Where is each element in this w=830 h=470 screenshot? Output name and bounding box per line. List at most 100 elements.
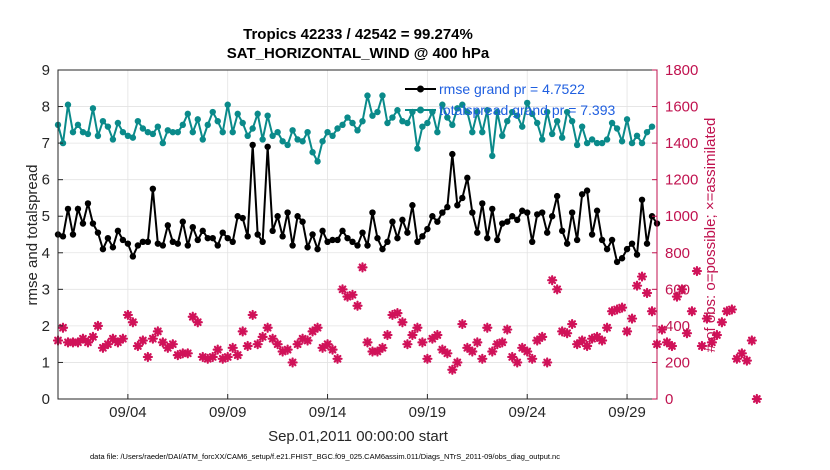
series-point <box>64 101 72 108</box>
legend: rmse grand pr = 4.7522 totalspread grand… <box>405 81 616 118</box>
series-point <box>179 218 186 225</box>
series-point <box>259 238 266 246</box>
series-point <box>424 119 431 127</box>
asterisk-stroke <box>338 285 347 294</box>
series-point <box>252 339 263 350</box>
series-point <box>444 114 451 121</box>
asterisk-stroke <box>158 338 167 347</box>
series-point <box>339 227 346 235</box>
series-point <box>264 112 271 119</box>
asterisk-stroke <box>563 329 572 338</box>
series-point <box>309 149 316 156</box>
series-point <box>119 128 127 136</box>
series-point <box>656 324 668 335</box>
series-point <box>543 229 551 236</box>
asterisk-stroke <box>468 347 477 356</box>
series-point <box>337 284 348 295</box>
series-point <box>204 121 211 129</box>
series-point <box>726 304 737 315</box>
series-point <box>419 233 426 240</box>
series-point <box>414 238 421 246</box>
asterisk-stroke <box>378 343 387 352</box>
series-point <box>746 335 757 346</box>
series-point <box>244 233 251 240</box>
asterisk-stroke <box>253 340 262 349</box>
series-point <box>269 132 276 139</box>
series-point <box>399 216 406 224</box>
asterisk-stroke <box>458 320 467 328</box>
series-point <box>352 300 363 311</box>
series-point <box>394 107 401 114</box>
series-point <box>452 357 463 368</box>
series-point <box>124 240 132 247</box>
asterisk-stroke <box>747 336 756 345</box>
series-point <box>504 218 511 225</box>
series-point <box>489 205 496 213</box>
asterisk-stroke <box>358 263 367 272</box>
series-point <box>204 234 211 242</box>
series-point <box>633 132 641 139</box>
asterisk-stroke <box>658 325 666 334</box>
asterisk-stroke <box>578 336 587 345</box>
series-point <box>344 234 351 242</box>
asterisk-stroke <box>538 332 547 341</box>
series-point <box>477 353 488 364</box>
series-point <box>404 119 411 127</box>
series-point <box>167 339 178 350</box>
series-point <box>147 333 158 344</box>
asterisk-stroke <box>59 323 67 332</box>
y-tick-label-right: 1800 <box>665 62 698 79</box>
series-point <box>522 346 533 357</box>
series-point <box>542 357 553 368</box>
series-point <box>741 355 752 366</box>
asterisk-stroke <box>618 303 626 312</box>
series-point <box>369 112 376 119</box>
series-point <box>84 130 92 138</box>
series-point <box>244 132 251 139</box>
series-point <box>214 117 221 125</box>
series-point <box>489 152 496 160</box>
series-point <box>537 331 548 342</box>
series-point <box>109 244 117 251</box>
series-point <box>159 139 167 147</box>
series-point <box>514 216 521 224</box>
series-point <box>317 342 328 353</box>
series-point <box>279 233 286 240</box>
series-point <box>573 236 581 244</box>
series-point <box>287 357 298 368</box>
series-point <box>543 108 551 116</box>
series-point <box>289 127 296 134</box>
series-point <box>104 234 112 242</box>
series-point <box>127 317 138 328</box>
asterisk-stroke <box>543 358 552 367</box>
series-point <box>469 128 476 136</box>
x-tick-label: 09/04 <box>109 404 147 421</box>
series-point <box>613 125 621 132</box>
series-point <box>631 280 643 291</box>
y-tick-label-left: 0 <box>42 391 50 408</box>
series-point <box>229 238 236 246</box>
series-point <box>362 337 373 348</box>
series-point <box>194 116 201 123</box>
series-point <box>174 240 181 247</box>
series-point <box>459 101 466 108</box>
series-point <box>234 110 241 118</box>
y-tick-label-right: 1600 <box>665 99 698 116</box>
x-tick-label: 09/29 <box>608 404 646 421</box>
series-point <box>377 342 388 353</box>
series-point <box>57 322 69 333</box>
series-point <box>608 236 616 244</box>
series-point <box>99 117 107 125</box>
asterisk-stroke <box>712 331 721 339</box>
series-point <box>603 245 611 253</box>
series-point <box>369 209 376 216</box>
asterisk-stroke <box>183 349 192 358</box>
series-point <box>199 136 206 143</box>
asterisk-stroke <box>79 334 87 343</box>
series-point <box>643 128 651 136</box>
series-point <box>192 317 203 328</box>
series-point <box>384 119 391 127</box>
series-point <box>524 99 531 107</box>
series-point <box>464 108 471 116</box>
series-rmse-grand-pr-4-7522 <box>54 141 661 266</box>
